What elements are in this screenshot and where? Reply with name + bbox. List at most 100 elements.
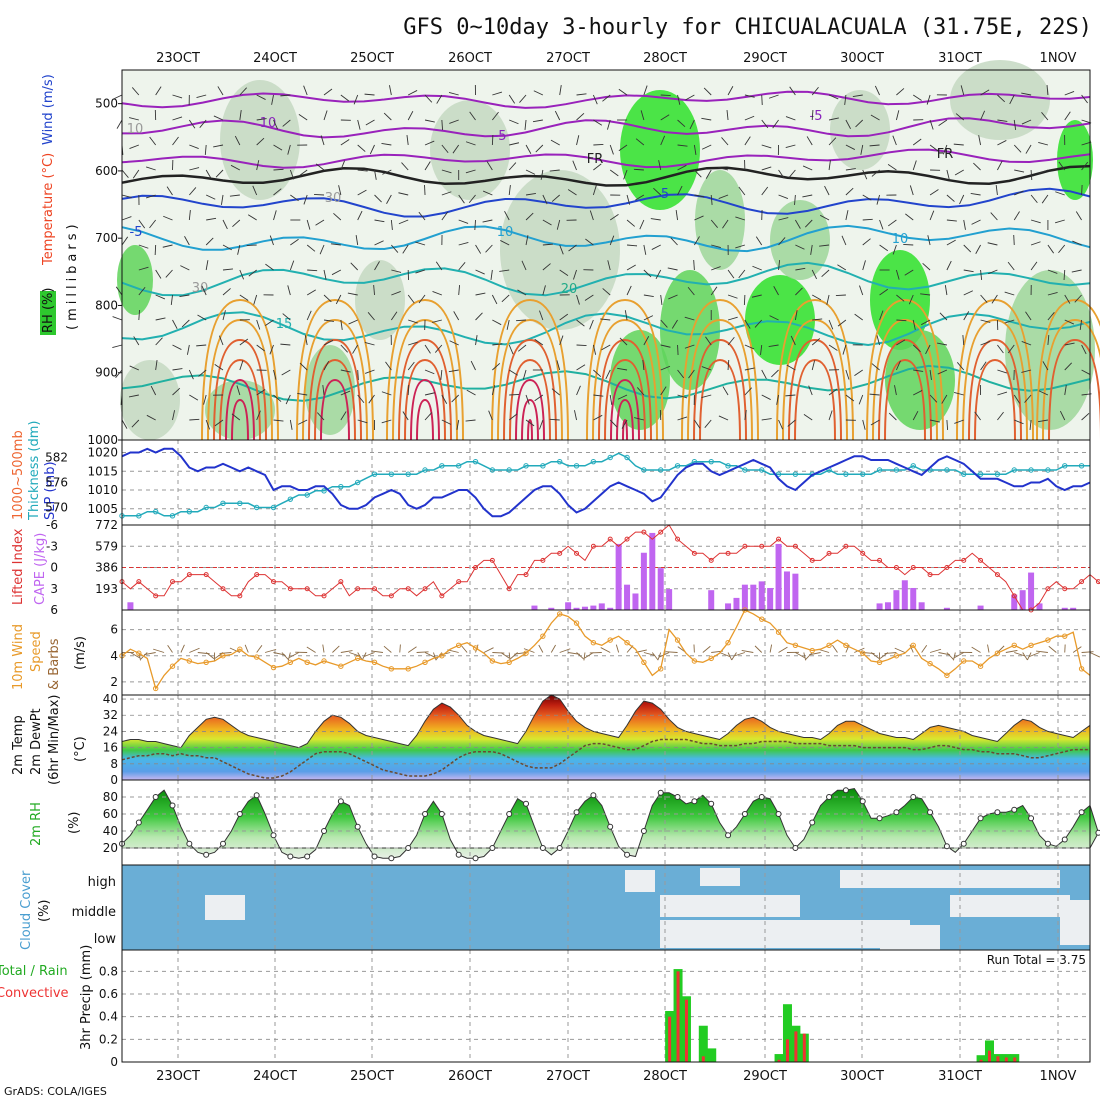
wind-barb: [694, 215, 704, 221]
wind-barb: [247, 214, 257, 221]
wind10-point: [927, 660, 933, 667]
wind-barb: [812, 294, 822, 301]
wind-barb: [340, 369, 351, 373]
wind-barb: [789, 86, 796, 96]
wind-barb: [525, 235, 529, 246]
wind-barb: [584, 294, 594, 301]
wind-barb: [956, 362, 965, 371]
wind-barb: [997, 344, 1004, 354]
pressure-tick-label: 700: [95, 231, 118, 245]
wind-barb: [424, 392, 435, 396]
precip-label-2: Convective: [0, 986, 69, 1001]
wind10-point: [1062, 633, 1068, 639]
wind-barb: [304, 335, 308, 346]
lifted-index-point: [405, 586, 411, 592]
wind-barb: [220, 194, 224, 205]
wind10-barb: [733, 652, 746, 657]
lifted-index-point: [658, 529, 664, 535]
warm-dome-contour: [219, 358, 261, 441]
wind-barb: [997, 391, 1008, 396]
wind10-barb: [340, 650, 353, 653]
wind-barb: [535, 144, 544, 153]
wind10-barb: [229, 647, 241, 653]
wind-barb: [1041, 194, 1049, 204]
wind-barb: [214, 364, 224, 371]
wind-barb: [744, 344, 755, 350]
warm-dome-contour: [231, 398, 249, 441]
wind-barb: [465, 169, 476, 174]
wind-barb: [385, 361, 392, 371]
slp-tick-label: 1010: [87, 483, 118, 497]
wind-barb: [811, 109, 814, 121]
wind-barb: [738, 186, 746, 196]
rh-field-blob: [950, 60, 1050, 140]
wind-barb: [407, 361, 415, 371]
wind-barb: [744, 319, 751, 329]
wind-barb: [576, 319, 585, 327]
wind-barb: [162, 244, 173, 248]
wind-barb: [677, 144, 688, 147]
wind-barb: [248, 269, 257, 277]
cape-bar: [127, 602, 134, 610]
wind-barb: [576, 385, 581, 396]
lifted-index-point: [473, 565, 479, 570]
wind-barb: [525, 192, 536, 196]
rh2m-point: [674, 794, 681, 800]
wind10-barb: [1089, 652, 1100, 658]
wind-barb: [643, 336, 650, 346]
wind-barb: [568, 244, 577, 252]
wind-barb: [811, 338, 821, 346]
wind-barb: [273, 394, 282, 402]
wind-barb: [576, 135, 580, 146]
wind-barb: [987, 269, 998, 275]
wind-barb: [458, 241, 469, 246]
wind-barb: [298, 114, 308, 121]
wind-barb: [230, 164, 241, 171]
wind-barb: [1030, 261, 1038, 271]
wind-barb: [271, 94, 274, 105]
wind-barb: [299, 362, 308, 371]
wind-barb: [912, 344, 921, 353]
wind-barb: [946, 219, 957, 222]
wind-barb: [722, 219, 729, 229]
wind-barb: [896, 294, 905, 302]
wind-barb: [946, 260, 952, 271]
wind-barb: [589, 210, 594, 221]
cloud-level-middle: middle: [72, 905, 116, 920]
wind10-barb: [460, 645, 468, 653]
wind-barb: [1030, 194, 1038, 204]
wind-barb: [448, 369, 459, 373]
wind-barb: [963, 290, 973, 296]
contour-label: -5: [494, 129, 507, 144]
cape-bar: [649, 532, 656, 610]
warm-dome-contour: [320, 378, 350, 441]
wind10-speed-line: [121, 609, 1091, 691]
cape-bar: [918, 602, 925, 610]
wind10-point: [893, 653, 900, 659]
warm-dome-contour: [497, 318, 563, 441]
wind-barb: [282, 313, 291, 321]
thickness-point: [1078, 463, 1085, 469]
wind10-barb: [795, 652, 805, 659]
wind-barb: [456, 419, 460, 430]
wind-barb: [273, 369, 277, 380]
cape-bar: [590, 605, 597, 610]
wind-barb: [475, 244, 482, 254]
wind-barb: [138, 309, 140, 321]
wind-barb: [236, 385, 241, 396]
contour-label: 10: [892, 232, 909, 247]
wind-barb: [618, 144, 628, 152]
wind-barb: [222, 288, 231, 296]
wind10-point: [354, 655, 361, 662]
warm-dome-contour: [687, 318, 753, 441]
thickness-point: [961, 471, 967, 477]
date-label-top: 1NOV: [1040, 51, 1077, 66]
wind-barb: [542, 243, 553, 246]
wind-barb: [862, 194, 872, 201]
wind-barb: [181, 319, 190, 328]
wind10-barb: [741, 649, 754, 653]
wind10-barb: [424, 652, 435, 658]
lifted-index-point: [910, 565, 916, 570]
wind-barb: [710, 194, 713, 206]
wind-barb: [643, 269, 652, 278]
